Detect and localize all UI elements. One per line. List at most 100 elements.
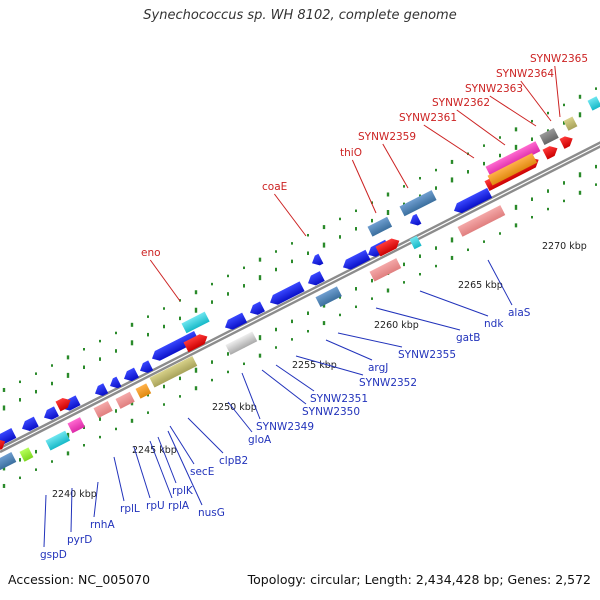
gene-arrow[interactable] <box>45 430 71 451</box>
gene-label-nusg[interactable]: nusG <box>198 507 225 519</box>
gene-feature[interactable] <box>542 143 560 160</box>
gene-feature[interactable] <box>150 331 200 363</box>
gene-label-clpb2[interactable]: clpB2 <box>219 455 248 467</box>
gene-feature[interactable] <box>268 281 305 307</box>
gene-feature[interactable] <box>399 190 437 217</box>
gene-arrow[interactable] <box>341 249 371 273</box>
gene-arrow[interactable] <box>150 331 200 363</box>
gene-feature[interactable] <box>587 96 600 111</box>
gene-arrow[interactable] <box>93 400 113 419</box>
gene-feature[interactable] <box>183 332 210 353</box>
gene-label-synw2350[interactable]: SYNW2350 <box>302 406 360 418</box>
gene-arrow[interactable] <box>135 383 152 399</box>
gene-feature[interactable] <box>248 301 265 317</box>
gene-feature[interactable] <box>42 406 59 422</box>
gene-label-synw2351[interactable]: SYNW2351 <box>310 393 368 405</box>
gene-arrow[interactable] <box>457 205 506 237</box>
gene-label-sece[interactable]: secE <box>190 466 214 478</box>
gene-arrow[interactable] <box>67 417 85 434</box>
gene-label-synw2352[interactable]: SYNW2352 <box>359 377 417 389</box>
gene-label-thio[interactable]: thiO <box>340 147 362 159</box>
gene-feature[interactable] <box>93 383 109 398</box>
gene-arrow[interactable] <box>408 213 422 228</box>
gene-arrow[interactable] <box>315 286 342 308</box>
gene-feature[interactable] <box>306 271 325 288</box>
gene-arrow[interactable] <box>225 331 258 355</box>
gene-label-argj[interactable]: argJ <box>368 362 388 374</box>
gene-label-rpla[interactable]: rplA <box>168 500 190 512</box>
gene-arrow[interactable] <box>487 153 538 186</box>
gene-label-synw2359[interactable]: SYNW2359 <box>358 131 416 143</box>
gene-label-synw2355[interactable]: SYNW2355 <box>398 349 456 361</box>
gene-feature[interactable] <box>149 355 198 388</box>
gene-feature[interactable] <box>19 447 34 462</box>
gene-arrow[interactable] <box>563 116 578 131</box>
gene-label-synw2365[interactable]: SYNW2365 <box>530 53 588 65</box>
gene-label-synw2362[interactable]: SYNW2362 <box>432 97 490 109</box>
gene-feature[interactable] <box>369 258 402 282</box>
gene-label-rpll[interactable]: rplL <box>120 503 140 515</box>
gene-arrow[interactable] <box>0 428 17 447</box>
gene-label-ndk[interactable]: ndk <box>484 318 504 330</box>
gene-arrow[interactable] <box>55 395 73 412</box>
gene-label-synw2364[interactable]: SYNW2364 <box>496 68 554 80</box>
gene-feature[interactable] <box>485 141 541 177</box>
gene-feature[interactable] <box>115 391 135 409</box>
gene-arrow[interactable] <box>367 216 393 237</box>
gene-feature[interactable] <box>138 360 154 375</box>
gene-arrow[interactable] <box>542 143 560 160</box>
gene-arrow[interactable] <box>587 96 600 111</box>
gene-arrow[interactable] <box>409 235 422 250</box>
gene-arrow[interactable] <box>268 281 305 307</box>
gene-label-pyrd[interactable]: pyrD <box>67 534 92 546</box>
gene-feature[interactable] <box>20 416 39 434</box>
gene-arrow[interactable] <box>399 190 437 217</box>
gene-feature[interactable] <box>452 187 493 216</box>
gene-feature[interactable] <box>409 235 422 250</box>
gene-feature[interactable] <box>408 213 422 228</box>
gene-feature[interactable] <box>0 436 8 450</box>
gene-feature[interactable] <box>93 400 113 419</box>
gene-arrow[interactable] <box>138 360 154 375</box>
gene-feature[interactable] <box>559 134 576 149</box>
gene-feature[interactable] <box>108 376 122 391</box>
gene-arrow[interactable] <box>485 141 541 177</box>
gene-feature[interactable] <box>181 311 210 334</box>
gene-feature[interactable] <box>375 236 402 257</box>
gene-feature[interactable] <box>67 417 85 434</box>
gene-label-coae[interactable]: coaE <box>262 181 287 193</box>
gene-label-rpu[interactable]: rpU <box>146 500 165 512</box>
gene-feature[interactable] <box>225 331 258 355</box>
gene-feature[interactable] <box>135 383 152 399</box>
gene-feature[interactable] <box>563 116 578 131</box>
gene-arrow[interactable] <box>0 436 8 450</box>
gene-arrow[interactable] <box>181 311 210 334</box>
gene-feature[interactable] <box>315 286 342 308</box>
gene-feature[interactable] <box>55 395 73 412</box>
gene-label-synw2349[interactable]: SYNW2349 <box>256 421 314 433</box>
gene-arrow[interactable] <box>0 452 17 471</box>
gene-arrow[interactable] <box>369 258 402 282</box>
gene-feature[interactable] <box>457 205 506 237</box>
gene-feature[interactable] <box>539 127 559 146</box>
gene-arrow[interactable] <box>223 312 248 333</box>
gene-label-rplk[interactable]: rplK <box>172 485 194 497</box>
gene-feature[interactable] <box>0 452 17 471</box>
gene-arrow[interactable] <box>20 416 39 434</box>
gene-arrow[interactable] <box>539 127 559 146</box>
gene-feature[interactable] <box>45 430 71 451</box>
gene-arrow[interactable] <box>183 332 210 353</box>
gene-arrow[interactable] <box>306 271 325 288</box>
gene-label-alas[interactable]: alaS <box>508 307 531 319</box>
gene-feature[interactable] <box>487 153 538 186</box>
gene-arrow[interactable] <box>115 391 135 409</box>
gene-feature[interactable] <box>341 249 371 273</box>
gene-arrow[interactable] <box>108 376 122 391</box>
gene-arrow[interactable] <box>375 236 402 257</box>
gene-arrow[interactable] <box>149 355 198 388</box>
gene-arrow[interactable] <box>122 367 139 384</box>
gene-label-gatb[interactable]: gatB <box>456 332 480 344</box>
gene-feature[interactable] <box>0 428 17 447</box>
gene-label-synw2361[interactable]: SYNW2361 <box>399 112 457 124</box>
gene-arrow[interactable] <box>310 253 324 268</box>
